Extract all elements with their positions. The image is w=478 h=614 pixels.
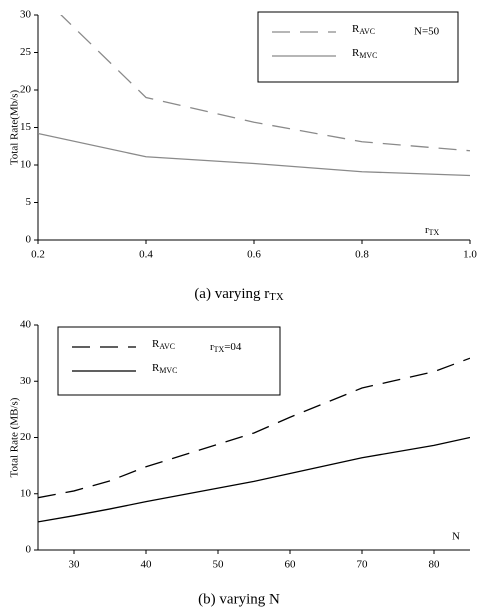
series-line xyxy=(38,132,470,177)
x-tick-label: 80 xyxy=(429,559,441,571)
legend-label: RMVC xyxy=(152,362,177,375)
x-tick-label: 0.4 xyxy=(139,249,153,261)
annotation: rTX=04 xyxy=(210,341,242,354)
x-axis-label: rTX xyxy=(425,224,440,237)
y-tick-label: 20 xyxy=(20,431,32,443)
x-tick-label: 0.6 xyxy=(247,249,261,261)
x-tick-label: 1.0 xyxy=(463,249,477,261)
y-tick-label: 25 xyxy=(20,46,32,58)
y-axis-label: Total Rate (MB/s) xyxy=(9,397,21,477)
series-line xyxy=(38,357,470,499)
y-tick-label: 30 xyxy=(20,9,32,21)
caption: (b) varying N xyxy=(198,591,280,607)
y-tick-label: 10 xyxy=(20,487,32,499)
x-tick-label: 40 xyxy=(141,559,153,571)
y-tick-label: 0 xyxy=(26,544,32,556)
x-tick-label: 0.2 xyxy=(31,249,45,261)
y-tick-label: 40 xyxy=(20,319,32,331)
x-tick-label: 50 xyxy=(213,559,225,571)
series-line xyxy=(38,436,470,523)
y-tick-label: 5 xyxy=(26,196,32,208)
y-tick-label: 20 xyxy=(20,84,32,96)
legend-label: RAVC xyxy=(352,23,375,36)
y-tick-label: 0 xyxy=(26,234,32,246)
x-tick-label: 70 xyxy=(357,559,369,571)
series-line xyxy=(60,15,470,152)
caption: (a) varying rTX xyxy=(194,286,284,303)
x-axis-label: N xyxy=(452,531,460,543)
y-axis-label: Total Rate(Mb/s) xyxy=(9,90,21,166)
y-tick-label: 15 xyxy=(20,121,32,133)
y-tick-label: 30 xyxy=(20,375,32,387)
x-tick-label: 60 xyxy=(285,559,297,571)
legend-box xyxy=(257,11,459,83)
x-tick-label: 0.8 xyxy=(355,249,369,261)
y-tick-label: 10 xyxy=(20,159,32,171)
legend-label: RAVC xyxy=(152,338,175,351)
annotation: N=50 xyxy=(414,26,440,38)
legend-box xyxy=(57,326,281,396)
x-tick-label: 30 xyxy=(69,559,81,571)
legend-label: RMVC xyxy=(352,47,377,60)
